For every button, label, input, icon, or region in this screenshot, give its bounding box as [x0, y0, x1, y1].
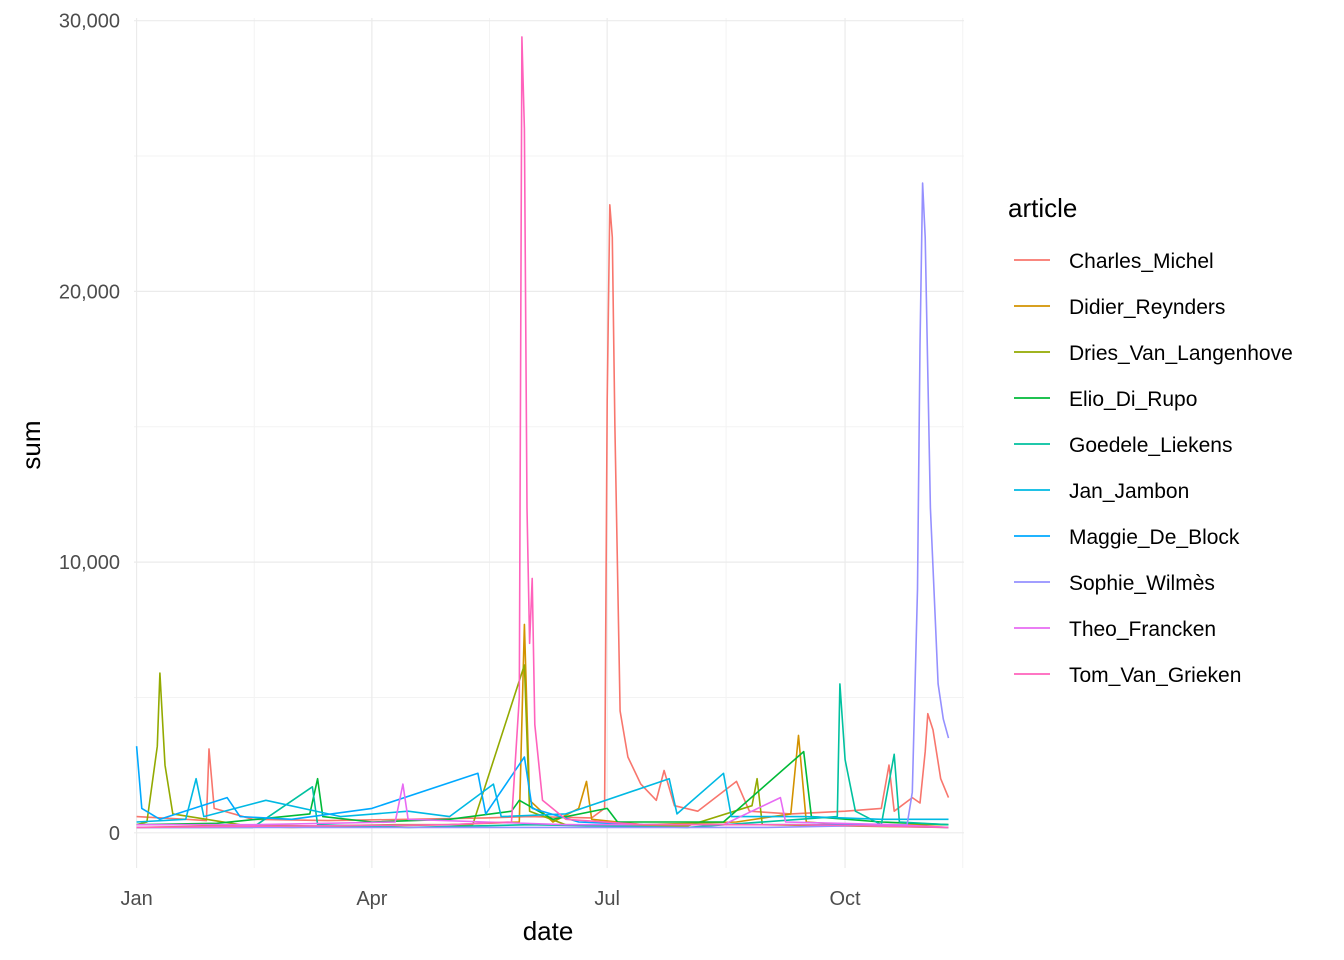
y-tick-label: 30,000 [59, 11, 120, 33]
x-tick-label: Apr [356, 888, 387, 910]
x-axis-title: date [523, 916, 574, 946]
y-axis-title: sum [16, 420, 46, 469]
series-line-goedele-liekens [136, 683, 949, 829]
series-line-sophie-wilm-s [136, 182, 950, 829]
series-line-tom-van-grieken [136, 36, 949, 829]
y-axis-ticks: 0 10,000 20,000 30,000 [59, 11, 120, 845]
series-line-theo-francken [136, 783, 949, 829]
legend-label: Jan_Jambon [1069, 480, 1189, 503]
series-lines [135, 36, 950, 829]
legend-label: Maggie_De_Block [1069, 526, 1240, 549]
legend-label: Charles_Michel [1069, 250, 1214, 273]
legend-label: Elio_Di_Rupo [1069, 388, 1197, 411]
x-tick-label: Oct [829, 888, 861, 910]
legend-label: Didier_Reynders [1069, 296, 1225, 319]
series-line-dries-van-langenhove [136, 664, 949, 829]
legend-label: Tom_Van_Grieken [1069, 664, 1241, 687]
minor-grid [134, 18, 964, 868]
y-tick-label: 20,000 [59, 281, 120, 303]
legend-title: article [1008, 193, 1077, 223]
x-axis-ticks: Jan Apr Jul Oct [120, 888, 861, 910]
y-tick-label: 0 [109, 823, 120, 845]
legend-label: Sophie_Wilmès [1069, 572, 1215, 595]
series-line-jan-jambon [136, 772, 949, 823]
series-line-charles-michel [136, 204, 950, 822]
x-tick-label: Jul [594, 888, 620, 910]
y-tick-label: 10,000 [59, 552, 120, 574]
series-line-elio-di-rupo [136, 750, 949, 826]
legend-label: Theo_Francken [1069, 618, 1216, 641]
legend: article Charles_Michel Didier_Reynders Dri… [1008, 193, 1293, 687]
legend-label: Goedele_Liekens [1069, 434, 1232, 457]
legend-label: Dries_Van_Langenhove [1069, 342, 1293, 365]
x-tick-label: Jan [120, 888, 152, 910]
